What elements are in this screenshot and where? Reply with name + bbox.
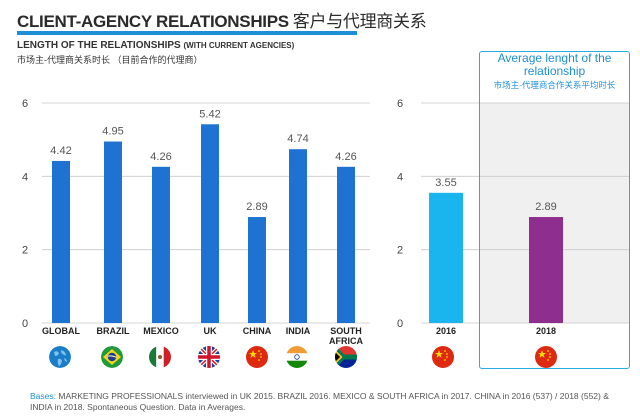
- page-title-en: CLIENT-AGENCY RELATIONSHIPS: [17, 12, 289, 31]
- page-title: CLIENT-AGENCY RELATIONSHIPS 客户与代理商关系: [17, 7, 427, 32]
- left-bar: [52, 160, 70, 323]
- highlight-box: [479, 51, 630, 369]
- right-category-label: 2018: [536, 326, 556, 336]
- left-bar: [152, 166, 170, 323]
- title-bar: CLIENT-AGENCY RELATIONSHIPS 客户与代理商关系: [0, 0, 640, 38]
- left-value-label: 4.74: [287, 133, 308, 145]
- left-category-label: UK: [204, 326, 217, 336]
- south-africa-flag-icon: [335, 346, 357, 368]
- left-bar: [289, 149, 307, 323]
- china-flag-icon: [535, 346, 557, 368]
- globe-icon: [49, 346, 71, 368]
- mexico-flag-icon: [149, 346, 171, 368]
- left-bar: [337, 166, 355, 323]
- brazil-flag-icon: [101, 346, 123, 368]
- left-value-label: 4.26: [335, 151, 356, 163]
- uk-flag-icon: [198, 346, 220, 368]
- left-category-label: GLOBAL: [42, 326, 80, 336]
- chart-subtitle-small: (WITH CURRENT AGENCIES): [183, 41, 295, 50]
- right-y-tick-label: 6: [397, 98, 403, 110]
- right-y-tick-label: 0: [397, 318, 403, 330]
- left-category-label: CHINA: [243, 326, 272, 336]
- left-y-tick-label: 2: [22, 245, 28, 257]
- highlight-title-cn: 市场主-代理商合作关系平均时长: [493, 80, 616, 90]
- left-chart-grid: 0 2 4 6: [22, 98, 370, 330]
- left-value-label: 4.95: [102, 126, 123, 138]
- highlight-title: Average lenght of the relationship: [497, 51, 612, 78]
- right-bar: [529, 217, 563, 323]
- right-value-label: 2.89: [535, 201, 556, 213]
- left-category-label: MEXICO: [143, 326, 179, 336]
- left-category-label: SOUTH AFRICA: [329, 326, 363, 346]
- bases-text: MARKETING PROFESSIONALS interviewed in U…: [30, 391, 609, 412]
- left-chart-bars: 4.42 GLOBAL 4.95 BRAZIL 4.26 MEXICO 5.42 UK 2.89…: [42, 108, 363, 346]
- right-y-tick-label: 2: [397, 245, 403, 257]
- left-bar: [248, 217, 266, 323]
- left-bar: [104, 141, 122, 323]
- chart-subtitle-cn: 市场主-代理商关系时长 （目前合作的代理商）: [17, 55, 203, 65]
- left-value-label: 4.42: [50, 145, 71, 157]
- left-bar: [201, 124, 219, 324]
- left-category-label: INDIA: [286, 326, 311, 336]
- india-flag-icon: [286, 346, 308, 368]
- bases-note: Bases: MARKETING PROFESSIONALS interview…: [30, 391, 630, 413]
- china-flag-icon: [246, 346, 268, 368]
- page-title-cn: 客户与代理商关系: [292, 12, 427, 31]
- bases-lead: Bases:: [30, 391, 56, 401]
- chart-subtitle-main: LENGTH OF THE RELATIONSHIPS: [17, 40, 181, 51]
- left-y-tick-label: 4: [22, 171, 28, 183]
- china-flag-icon: [432, 346, 454, 368]
- left-category-label: BRAZIL: [97, 326, 130, 336]
- left-value-label: 2.89: [246, 201, 267, 213]
- left-y-tick-label: 0: [22, 318, 28, 330]
- chart-subtitle: LENGTH OF THE RELATIONSHIPS (WITH CURREN…: [17, 40, 294, 51]
- right-value-label: 3.55: [435, 177, 456, 189]
- left-value-label: 5.42: [199, 108, 220, 120]
- right-y-tick-label: 4: [397, 171, 403, 183]
- right-chart-bars: 3.55 2016 2.89 2018: [429, 177, 563, 336]
- left-y-tick-label: 6: [22, 98, 28, 110]
- left-value-label: 4.26: [150, 151, 171, 163]
- title-underline: [17, 31, 357, 35]
- right-bar: [429, 192, 463, 323]
- right-category-label: 2016: [436, 326, 456, 336]
